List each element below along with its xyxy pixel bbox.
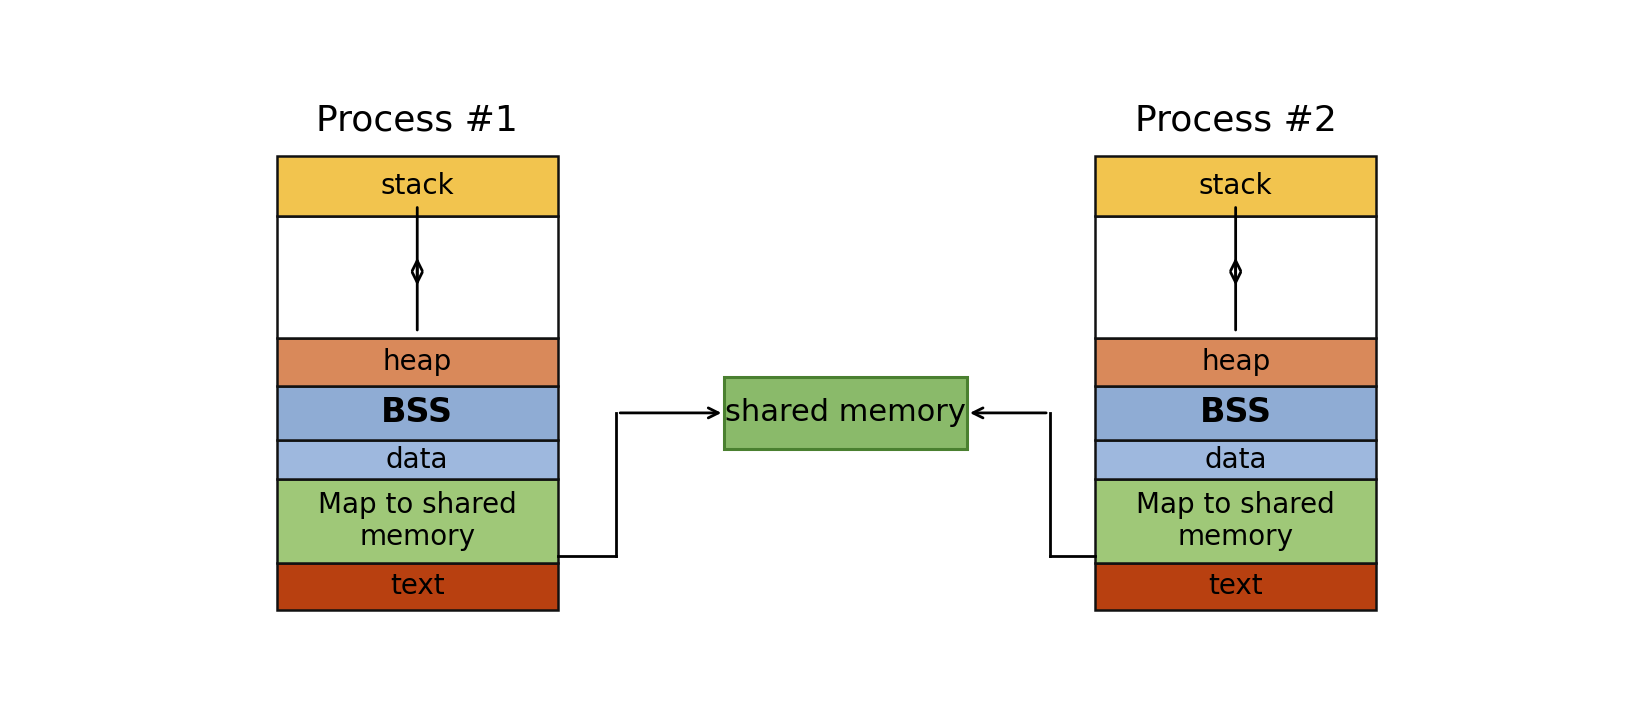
Text: heap: heap: [1201, 348, 1270, 376]
Text: data: data: [1204, 445, 1267, 474]
Text: Map to shared
memory: Map to shared memory: [1137, 491, 1335, 551]
Bar: [1096, 386, 1376, 440]
Text: text: text: [1208, 573, 1262, 600]
Text: text: text: [389, 573, 444, 600]
Text: BSS: BSS: [381, 396, 454, 429]
Text: stack: stack: [1200, 172, 1272, 200]
Bar: [1096, 338, 1376, 386]
Bar: [1096, 479, 1376, 562]
Bar: [277, 156, 558, 215]
Bar: [1096, 215, 1376, 338]
Bar: [277, 562, 558, 610]
Bar: [277, 386, 558, 440]
Bar: [1096, 562, 1376, 610]
Bar: [1096, 440, 1376, 479]
Bar: [277, 338, 558, 386]
Text: Process #2: Process #2: [1135, 103, 1336, 137]
Text: data: data: [386, 445, 449, 474]
Text: BSS: BSS: [1200, 396, 1272, 429]
Bar: [277, 479, 558, 562]
Bar: [277, 215, 558, 338]
Text: Map to shared
memory: Map to shared memory: [318, 491, 516, 551]
Bar: [1096, 156, 1376, 215]
Text: heap: heap: [383, 348, 452, 376]
Text: Process #1: Process #1: [317, 103, 518, 137]
Bar: [724, 377, 967, 449]
Text: stack: stack: [381, 172, 454, 200]
Text: shared memory: shared memory: [726, 398, 965, 427]
Bar: [277, 440, 558, 479]
